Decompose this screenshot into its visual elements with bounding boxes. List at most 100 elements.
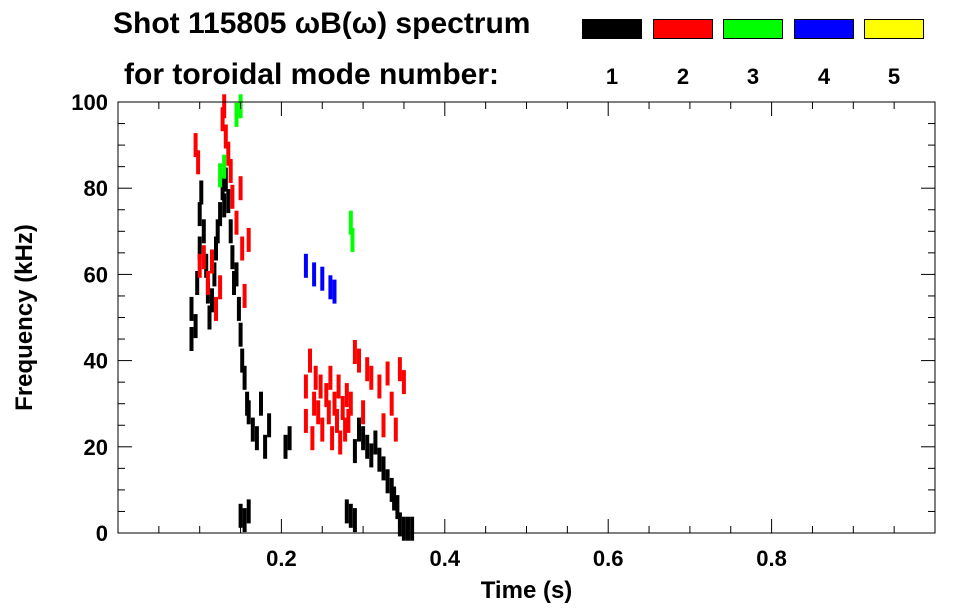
data-mark-mode-1-4 bbox=[197, 236, 202, 261]
data-mark-mode-1-34 bbox=[267, 413, 272, 438]
data-mark-mode-2-0 bbox=[193, 133, 198, 158]
data-mark-mode-1-42 bbox=[352, 508, 357, 533]
data-mark-mode-1-24 bbox=[236, 296, 241, 321]
data-mark-mode-1-1 bbox=[189, 296, 194, 321]
legend-swatch-mode-3 bbox=[723, 19, 783, 39]
data-mark-mode-2-33 bbox=[335, 408, 339, 433]
data-mark-mode-1-39 bbox=[287, 426, 292, 451]
data-mark-mode-2-5 bbox=[210, 249, 214, 274]
data-mark-mode-1-6 bbox=[199, 180, 204, 205]
data-mark-mode-1-21 bbox=[230, 245, 235, 270]
data-mark-mode-1-46 bbox=[365, 434, 370, 459]
data-mark-mode-2-44 bbox=[365, 357, 370, 382]
data-mark-mode-1-54 bbox=[395, 495, 400, 520]
data-mark-mode-2-26 bbox=[318, 374, 323, 399]
data-mark-mode-2-46 bbox=[377, 374, 382, 399]
data-mark-mode-1-13 bbox=[214, 236, 218, 261]
data-mark-mode-1-33 bbox=[263, 434, 268, 459]
data-mark-mode-1-30 bbox=[250, 417, 255, 442]
data-mark-mode-2-36 bbox=[340, 396, 345, 420]
data-mark-mode-1-26 bbox=[240, 348, 245, 373]
data-mark-mode-2-40 bbox=[348, 391, 353, 416]
data-mark-mode-4-2 bbox=[320, 266, 325, 291]
data-mark-mode-2-49 bbox=[389, 391, 394, 416]
data-mark-mode-2-50 bbox=[393, 417, 398, 442]
legend-swatch-mode-5 bbox=[864, 19, 924, 39]
legend-mode-number-2: 2 bbox=[676, 64, 690, 89]
data-mark-mode-1-58 bbox=[410, 516, 415, 541]
x-tick-label-2: 0.6 bbox=[593, 546, 624, 571]
data-mark-mode-2-14 bbox=[234, 210, 239, 235]
data-mark-mode-2-30 bbox=[328, 365, 333, 390]
data-mark-mode-1-8 bbox=[204, 253, 209, 278]
data-mark-mode-1-27 bbox=[242, 365, 247, 390]
x-tick-label-1: 0.4 bbox=[430, 546, 461, 571]
data-mark-mode-2-21 bbox=[308, 348, 312, 373]
data-mark-mode-1-47 bbox=[369, 443, 374, 468]
data-mark-mode-2-42 bbox=[357, 348, 361, 373]
data-mark-mode-1-53 bbox=[392, 486, 397, 511]
data-mark-mode-2-32 bbox=[332, 391, 337, 416]
data-mark-mode-2-3 bbox=[201, 245, 206, 270]
data-mark-mode-1-32 bbox=[259, 391, 263, 416]
data-mark-mode-2-12 bbox=[228, 159, 233, 183]
data-mark-mode-2-39 bbox=[346, 408, 351, 433]
data-mark-mode-1-52 bbox=[389, 477, 394, 502]
data-mark-mode-3-0 bbox=[218, 163, 223, 188]
y-tick-label-1: 20 bbox=[84, 435, 108, 460]
data-mark-mode-2-25 bbox=[316, 400, 321, 425]
y-tick-label-5: 100 bbox=[71, 90, 108, 115]
data-mark-mode-2-37 bbox=[343, 417, 348, 442]
data-mark-mode-4-0 bbox=[303, 253, 308, 278]
data-mark-mode-3-4 bbox=[348, 210, 353, 235]
data-mark-mode-3-5 bbox=[350, 227, 355, 252]
data-mark-mode-3-2 bbox=[234, 102, 239, 127]
data-mark-mode-1-18 bbox=[223, 167, 228, 192]
data-mark-mode-2-6 bbox=[214, 296, 218, 321]
data-mark-mode-4-3 bbox=[328, 275, 333, 300]
y-tick-label-3: 60 bbox=[84, 262, 108, 287]
data-mark-mode-1-14 bbox=[215, 219, 220, 244]
data-mark-mode-2-48 bbox=[385, 361, 390, 386]
data-mark-mode-2-24 bbox=[313, 365, 318, 390]
data-mark-mode-1-7 bbox=[201, 219, 206, 244]
data-mark-mode-1-3 bbox=[195, 271, 200, 295]
legend-swatch-mode-2 bbox=[653, 19, 713, 39]
data-mark-mode-1-5 bbox=[197, 202, 202, 227]
data-mark-mode-2-17 bbox=[242, 283, 247, 308]
x-tick-label-3: 0.8 bbox=[756, 546, 787, 571]
data-mark-mode-2-38 bbox=[344, 383, 349, 408]
data-mark-mode-2-28 bbox=[324, 383, 329, 408]
data-mark-mode-1-49 bbox=[377, 447, 382, 472]
data-mark-mode-2-52 bbox=[401, 370, 406, 395]
data-mark-mode-1-12 bbox=[212, 262, 217, 287]
data-mark-mode-1-35 bbox=[238, 503, 243, 528]
data-mark-mode-1-17 bbox=[222, 193, 227, 218]
data-mark-mode-3-1 bbox=[222, 154, 227, 179]
data-mark-mode-1-40 bbox=[344, 499, 349, 524]
data-mark-mode-2-11 bbox=[226, 141, 231, 166]
data-mark-mode-2-51 bbox=[397, 357, 402, 382]
data-mark-mode-2-29 bbox=[326, 400, 331, 425]
data-mark-mode-1-0 bbox=[189, 327, 194, 351]
data-mark-mode-2-34 bbox=[336, 374, 341, 399]
data-mark-mode-1-55 bbox=[397, 512, 402, 537]
data-mark-mode-1-36 bbox=[242, 508, 247, 533]
data-mark-mode-1-43 bbox=[352, 439, 357, 464]
chart-title-line1: Shot 115805 ωB(ω) spectrum bbox=[113, 7, 531, 40]
data-mark-mode-2-27 bbox=[320, 417, 325, 442]
data-mark-mode-1-41 bbox=[348, 503, 353, 528]
x-tick-label-0: 0.2 bbox=[266, 546, 297, 571]
data-mark-mode-2-10 bbox=[223, 124, 228, 149]
data-mark-mode-2-1 bbox=[196, 150, 201, 175]
data-mark-mode-1-38 bbox=[283, 434, 288, 459]
legend-mode-number-3: 3 bbox=[746, 64, 760, 89]
data-mark-mode-1-2 bbox=[193, 314, 198, 339]
data-mark-mode-1-45 bbox=[361, 426, 366, 451]
data-mark-mode-2-8 bbox=[220, 107, 225, 132]
legend-swatch-mode-4 bbox=[794, 19, 854, 39]
y-tick-label-2: 40 bbox=[84, 349, 108, 374]
data-mark-mode-1-57 bbox=[406, 516, 410, 541]
legend-swatch-mode-1 bbox=[582, 19, 642, 39]
